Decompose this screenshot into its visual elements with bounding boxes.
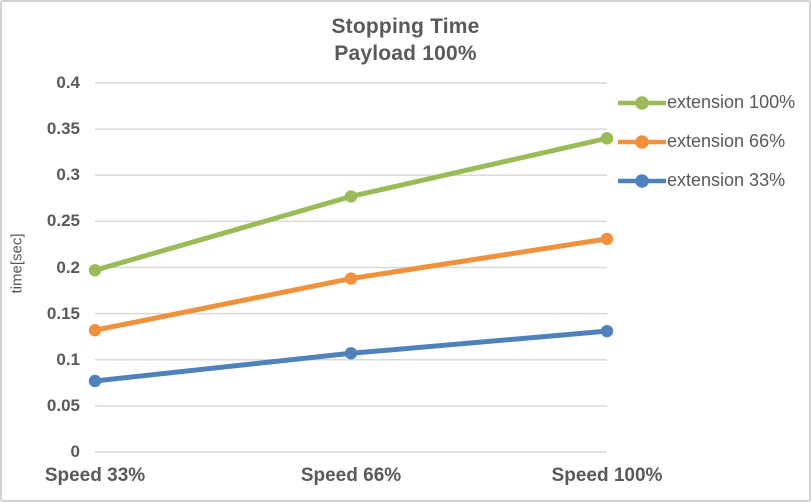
data-point-extension-33 bbox=[600, 324, 614, 338]
data-point-extension-100 bbox=[600, 132, 614, 145]
data-point-extension-33 bbox=[88, 374, 102, 388]
legend-item: extension 66% bbox=[618, 131, 785, 152]
y-tick-label: 0.35 bbox=[46, 119, 80, 139]
data-point-extension-100 bbox=[344, 190, 358, 203]
chart-title: Stopping Time Payload 100% bbox=[2, 13, 809, 67]
legend-item: extension 33% bbox=[618, 170, 785, 191]
legend-label: extension 33% bbox=[667, 170, 786, 190]
chart-title-line1: Stopping Time bbox=[331, 15, 480, 38]
y-tick-label: 0.2 bbox=[56, 257, 80, 277]
legend-label: extension 66% bbox=[667, 131, 786, 151]
data-point-extension-66 bbox=[344, 272, 358, 285]
y-tick-label: 0.25 bbox=[46, 211, 80, 231]
x-category-label: Speed 33% bbox=[44, 465, 146, 486]
data-point-extension-100 bbox=[88, 264, 102, 277]
y-tick-label: 0.15 bbox=[46, 303, 80, 323]
data-point-extension-33 bbox=[344, 347, 358, 360]
data-point-extension-66 bbox=[88, 324, 102, 337]
y-tick-label: 0.1 bbox=[56, 349, 80, 369]
y-tick-label: 0.3 bbox=[56, 165, 80, 185]
legend-marker-icon bbox=[618, 134, 666, 149]
legend-marker-icon bbox=[618, 95, 666, 110]
legend-label: extension 100% bbox=[667, 92, 796, 112]
y-tick-label: 0.4 bbox=[56, 73, 80, 92]
y-tick-label: 0.05 bbox=[46, 395, 80, 415]
legend-marker-icon bbox=[618, 173, 666, 188]
legend-item: extension 100% bbox=[618, 92, 795, 113]
x-category-label: Speed 100% bbox=[551, 465, 663, 486]
chart-title-line2: Payload 100% bbox=[334, 42, 477, 65]
x-category-label: Speed 66% bbox=[300, 465, 402, 486]
data-point-extension-66 bbox=[600, 232, 614, 246]
y-tick-label: 0 bbox=[70, 442, 80, 461]
